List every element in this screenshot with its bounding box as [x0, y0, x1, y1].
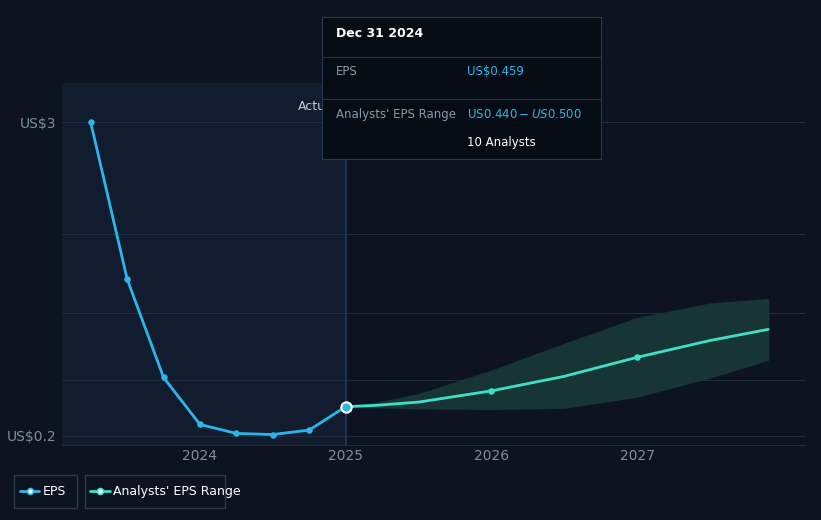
Text: 10 Analysts: 10 Analysts [467, 136, 536, 149]
Text: Dec 31 2024: Dec 31 2024 [336, 27, 423, 40]
Text: Actual: Actual [298, 100, 337, 113]
Point [157, 373, 170, 382]
Bar [62, 83, 346, 445]
Text: US$0.459: US$0.459 [467, 65, 524, 78]
Point [266, 431, 279, 439]
Point [339, 402, 352, 411]
Text: Analysts Forecasts: Analysts Forecasts [355, 100, 470, 113]
Point [339, 402, 352, 411]
Text: EPS: EPS [336, 65, 357, 78]
Point [23, 487, 36, 495]
Point [94, 487, 107, 495]
Point [84, 118, 97, 126]
Point [230, 429, 243, 437]
Text: EPS: EPS [43, 485, 67, 498]
Point [23, 487, 36, 495]
Point [631, 353, 644, 361]
Point [94, 487, 107, 495]
Text: Analysts' EPS Range: Analysts' EPS Range [112, 485, 241, 498]
Point [484, 387, 498, 395]
Text: US$0.440 - US$0.500: US$0.440 - US$0.500 [467, 108, 582, 121]
Point [303, 426, 316, 434]
Text: Analysts' EPS Range: Analysts' EPS Range [336, 108, 456, 121]
Point [121, 275, 134, 283]
FancyBboxPatch shape [14, 475, 77, 508]
FancyBboxPatch shape [85, 475, 226, 508]
Point [194, 420, 207, 428]
